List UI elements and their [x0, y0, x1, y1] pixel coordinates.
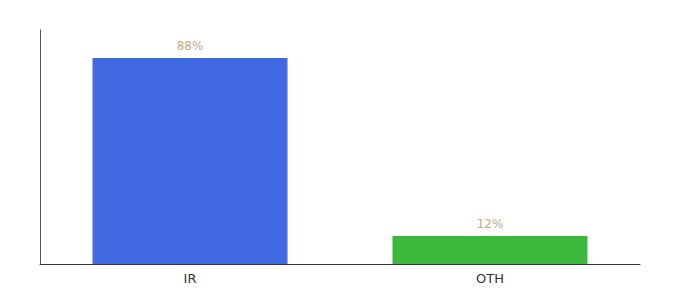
svg-text:12%: 12%	[477, 217, 504, 231]
svg-text:88%: 88%	[177, 39, 204, 53]
svg-text:OTH: OTH	[476, 271, 504, 286]
svg-text:IR: IR	[184, 271, 197, 286]
